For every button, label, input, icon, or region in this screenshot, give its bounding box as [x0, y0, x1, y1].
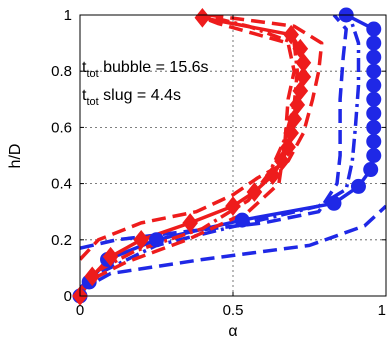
x-tick-label: 0.5 [223, 302, 244, 319]
data-point-diamond [246, 182, 263, 202]
annotation-bubble: ttot bubble = 15.6s [82, 59, 209, 80]
x-tick-label: 1 [378, 302, 386, 319]
data-point-diamond [283, 24, 299, 45]
data-point-circle [326, 195, 342, 211]
annotation-bubble-t: t [82, 59, 87, 76]
data-point-circle [366, 35, 382, 51]
series-line-blue-dashed-1 [80, 204, 386, 292]
data-point-circle [234, 212, 250, 228]
y-tick-label: 0 [64, 288, 72, 305]
data-point-diamond [264, 165, 281, 185]
series-line-blue-dashed-2 [80, 15, 348, 250]
data-point-circle [366, 49, 382, 65]
x-tick-label: 0 [76, 302, 84, 319]
data-point-circle [366, 119, 382, 135]
data-point-diamond [84, 266, 101, 287]
data-point-circle [366, 91, 382, 107]
y-tick-label: 0.4 [51, 176, 72, 193]
ticks: 0 0.5 1 0 0.2 0.4 0.6 0.8 1 [51, 7, 387, 319]
data-point-circle [350, 178, 366, 194]
data-point-diamond [194, 8, 211, 28]
marker-layer [72, 7, 382, 306]
data-point-diamond [225, 196, 241, 216]
series-line-red-dashed-5 [80, 15, 296, 295]
data-point-diamond [182, 213, 199, 233]
annotation-slug-t: t [82, 87, 87, 104]
data-point-circle [366, 133, 382, 149]
annotation-bubble-sub: tot [86, 68, 98, 80]
data-point-diamond [283, 123, 299, 143]
data-point-diamond [133, 229, 150, 250]
y-tick-label: 0.8 [51, 63, 72, 80]
data-point-diamond [292, 81, 309, 101]
y-tick-label: 1 [64, 7, 72, 24]
data-point-circle [149, 232, 164, 248]
data-point-diamond [274, 151, 290, 171]
data-point-circle [366, 148, 382, 163]
data-point-diamond [280, 137, 296, 157]
data-point-diamond [295, 52, 312, 73]
data-point-diamond [286, 109, 303, 129]
annotation-slug-sub: tot [86, 96, 98, 108]
data-point-circle [366, 63, 382, 79]
data-point-circle [366, 21, 382, 37]
data-point-diamond [102, 246, 119, 267]
data-point-diamond [295, 67, 312, 87]
y-axis-label: h/D [7, 144, 24, 169]
data-point-diamond [292, 38, 309, 59]
series-line-red-dashdot-7 [80, 15, 300, 292]
series-line-blue-dashdot-3 [80, 15, 361, 289]
annotation-bubble-rest: bubble = 15.6s [99, 59, 209, 76]
y-tick-label: 0.2 [51, 232, 72, 249]
series-line-blue-solid-0 [80, 15, 376, 296]
annotation-slug: ttot slug = 4.4s [82, 87, 181, 108]
y-tick-label: 0.6 [51, 119, 72, 136]
x-axis-label: α [228, 323, 237, 340]
annotation-slug-rest: slug = 4.4s [99, 87, 181, 104]
data-point-diamond [289, 95, 306, 115]
data-point-circle [366, 77, 382, 93]
data-point-circle [366, 105, 382, 121]
data-point-circle [363, 162, 379, 178]
